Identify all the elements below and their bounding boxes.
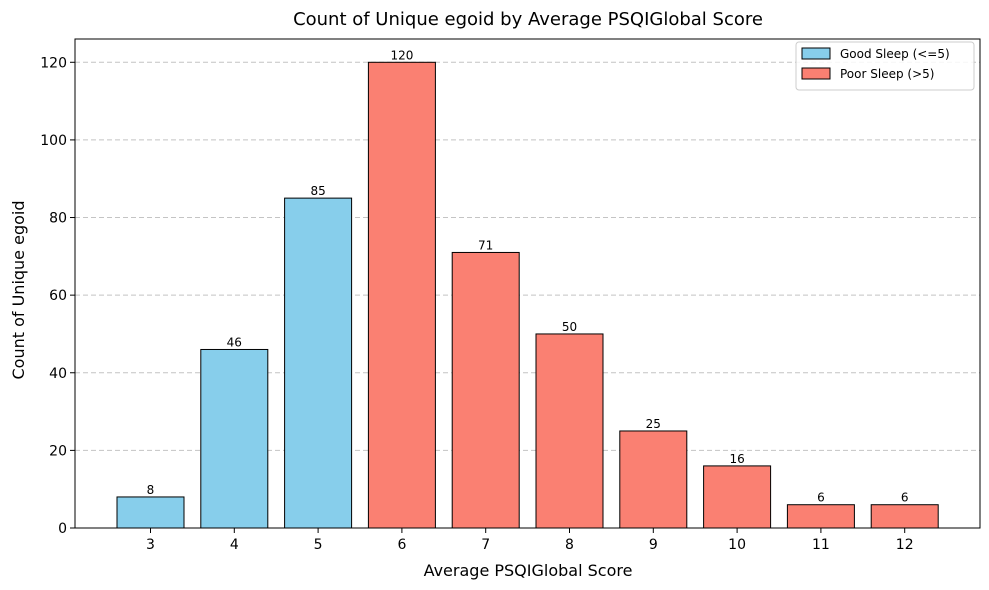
bar-12 [870,504,939,529]
bar-3 [116,496,185,529]
bar-value-label: 50 [562,320,577,334]
bar-value-label: 25 [646,417,661,431]
x-tick-label: 9 [649,537,658,553]
bar-value-label: 16 [729,452,744,466]
bar-8 [535,333,604,529]
y-tick-label: 100 [40,133,67,149]
y-tick-label: 80 [49,211,67,227]
bar-value-label: 120 [390,48,413,62]
x-tick-label: 8 [565,537,574,553]
x-tick-label: 12 [896,537,914,553]
bar-value-label: 6 [817,491,825,505]
y-tick-label: 0 [58,521,67,537]
legend-swatch-poor [801,67,831,80]
y-tick-label: 40 [49,366,67,382]
bar-6 [367,61,436,529]
bar-10 [703,465,772,529]
bar-value-label: 8 [147,483,155,497]
legend-label-good: Good Sleep (<=5) [840,47,950,61]
bar-9 [619,430,688,529]
x-tick-label: 11 [812,537,830,553]
y-tick-label: 60 [49,288,67,304]
y-tick-label: 20 [49,443,67,459]
bar-value-label: 85 [310,184,325,198]
x-tick-label: 10 [728,537,746,553]
x-tick-label: 6 [397,537,406,553]
bar-labels: 8 46 85 120 71 50 25 16 6 6 [147,48,909,504]
chart-title: Count of Unique egoid by Average PSQIGlo… [293,9,763,30]
legend-box [795,41,975,91]
x-tick-label: 5 [314,537,323,553]
plot-frame [74,38,981,529]
bars [116,61,939,529]
x-axis: 3 4 5 6 7 8 9 10 11 12 [146,528,914,553]
bar-value-label: 46 [227,335,242,349]
x-tick-label: 7 [481,537,490,553]
legend: Good Sleep (<=5) Poor Sleep (>5) [795,41,975,91]
x-tick-label: 3 [146,537,155,553]
legend-label-poor: Poor Sleep (>5) [840,67,934,81]
bar-value-label: 6 [901,491,909,505]
y-axis: 0 20 40 60 80 100 120 [40,55,75,537]
y-tick-label: 120 [40,55,67,71]
bar-4 [200,348,269,529]
bar-11 [786,504,855,529]
bar-value-label: 71 [478,238,493,252]
bar-7 [451,251,520,529]
bar-5 [284,197,353,529]
x-axis-label: Average PSQIGlobal Score [424,561,633,580]
x-tick-label: 4 [230,537,239,553]
legend-swatch-good [801,47,831,60]
y-axis-label: Count of Unique egoid [9,200,28,379]
